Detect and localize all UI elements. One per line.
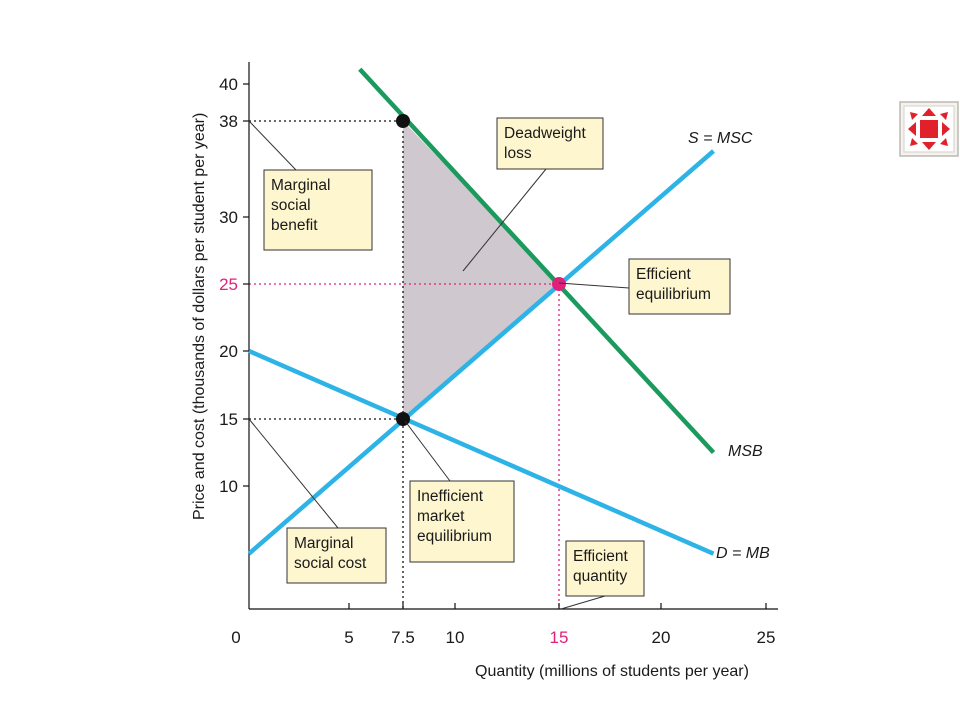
callout-text-3: Marginal social cost [294, 535, 367, 572]
series-layer [247, 67, 716, 556]
y-axis-title: Price and cost (thousands of dollars per… [191, 113, 208, 520]
deadweight-loss-area [403, 121, 559, 419]
deadweight-loss-layer [403, 121, 559, 419]
series-line-2 [358, 67, 716, 455]
callout-leader-1 [248, 120, 297, 171]
x-tick-label-7.5: 7.5 [391, 628, 415, 647]
callout-line: Efficient [573, 548, 629, 565]
callout-line: equilibrium [417, 528, 492, 545]
callout-box-3 [286, 527, 387, 584]
callout-line: Inefficient [417, 488, 484, 505]
callouts-layer: Deadweight loss Marginal social benefit Effic… [248, 117, 731, 610]
x-tick-label-25: 25 [757, 628, 776, 647]
x-tick-label-0: 0 [231, 628, 240, 647]
nav-expand-button[interactable] [898, 100, 960, 158]
series-label-msb: MSB [728, 443, 763, 460]
guide-lines-layer [249, 120, 560, 609]
callout-leader-0 [462, 168, 547, 272]
callout-box-5 [565, 540, 645, 597]
callout-leader-5 [560, 595, 606, 610]
callout-box-1 [263, 169, 373, 251]
callout-line: loss [504, 145, 532, 162]
callout-box-0 [496, 117, 604, 170]
callout-leader-2 [558, 282, 630, 289]
callout-text-4: Inefficient market equilibrium [417, 488, 492, 545]
callout-line: Marginal [294, 535, 353, 552]
callout-box-4 [409, 480, 515, 563]
equilibrium-point-2 [396, 412, 410, 426]
series-line-1 [248, 348, 715, 556]
equilibrium-point-0 [396, 114, 410, 128]
expand-arrows-icon [899, 101, 959, 157]
y-tick-label-20: 20 [219, 342, 238, 361]
y-tick-label-10: 10 [219, 477, 238, 496]
y-tick-label-30: 30 [219, 208, 238, 227]
y-tick-label-40: 40 [219, 75, 238, 94]
tick-labels-layer: 10 15 20 25 30 38 40 0 5 7.5 10 15 20 25 [219, 75, 775, 647]
y-tick-label-38: 38 [219, 112, 238, 131]
callout-line: social [271, 197, 311, 214]
callout-text-1: Marginal social benefit [271, 177, 330, 234]
callout-line: Marginal [271, 177, 330, 194]
callout-line: Efficient [636, 266, 692, 283]
callout-line: social cost [294, 555, 367, 572]
callout-text-2: Efficient equilibrium [636, 266, 711, 303]
x-tick-label-15: 15 [550, 628, 569, 647]
callout-line: market [417, 508, 465, 525]
callout-line: Deadweight [504, 125, 587, 142]
series-label-d-mb: D = MB [716, 545, 770, 562]
x-axis-title: Quantity (millions of students per year) [475, 663, 749, 680]
series-label-s-msc: S = MSC [688, 130, 753, 147]
callout-box-2 [628, 258, 731, 315]
x-tick-label-20: 20 [652, 628, 671, 647]
equilibrium-point-1 [552, 277, 566, 291]
callout-text-0: Deadweight loss [504, 125, 587, 162]
callout-line: benefit [271, 217, 318, 234]
series-line-0 [247, 149, 715, 556]
x-tick-label-5: 5 [344, 628, 353, 647]
callout-line: quantity [573, 568, 628, 585]
callout-line: equilibrium [636, 286, 711, 303]
y-tick-label-25: 25 [219, 275, 238, 294]
x-tick-label-10: 10 [446, 628, 465, 647]
y-tick-label-15: 15 [219, 410, 238, 429]
callout-leader-3 [248, 418, 339, 529]
axes-layer [248, 62, 778, 610]
callout-leader-4 [404, 420, 451, 482]
callout-text-5: Efficient quantity [573, 548, 629, 585]
